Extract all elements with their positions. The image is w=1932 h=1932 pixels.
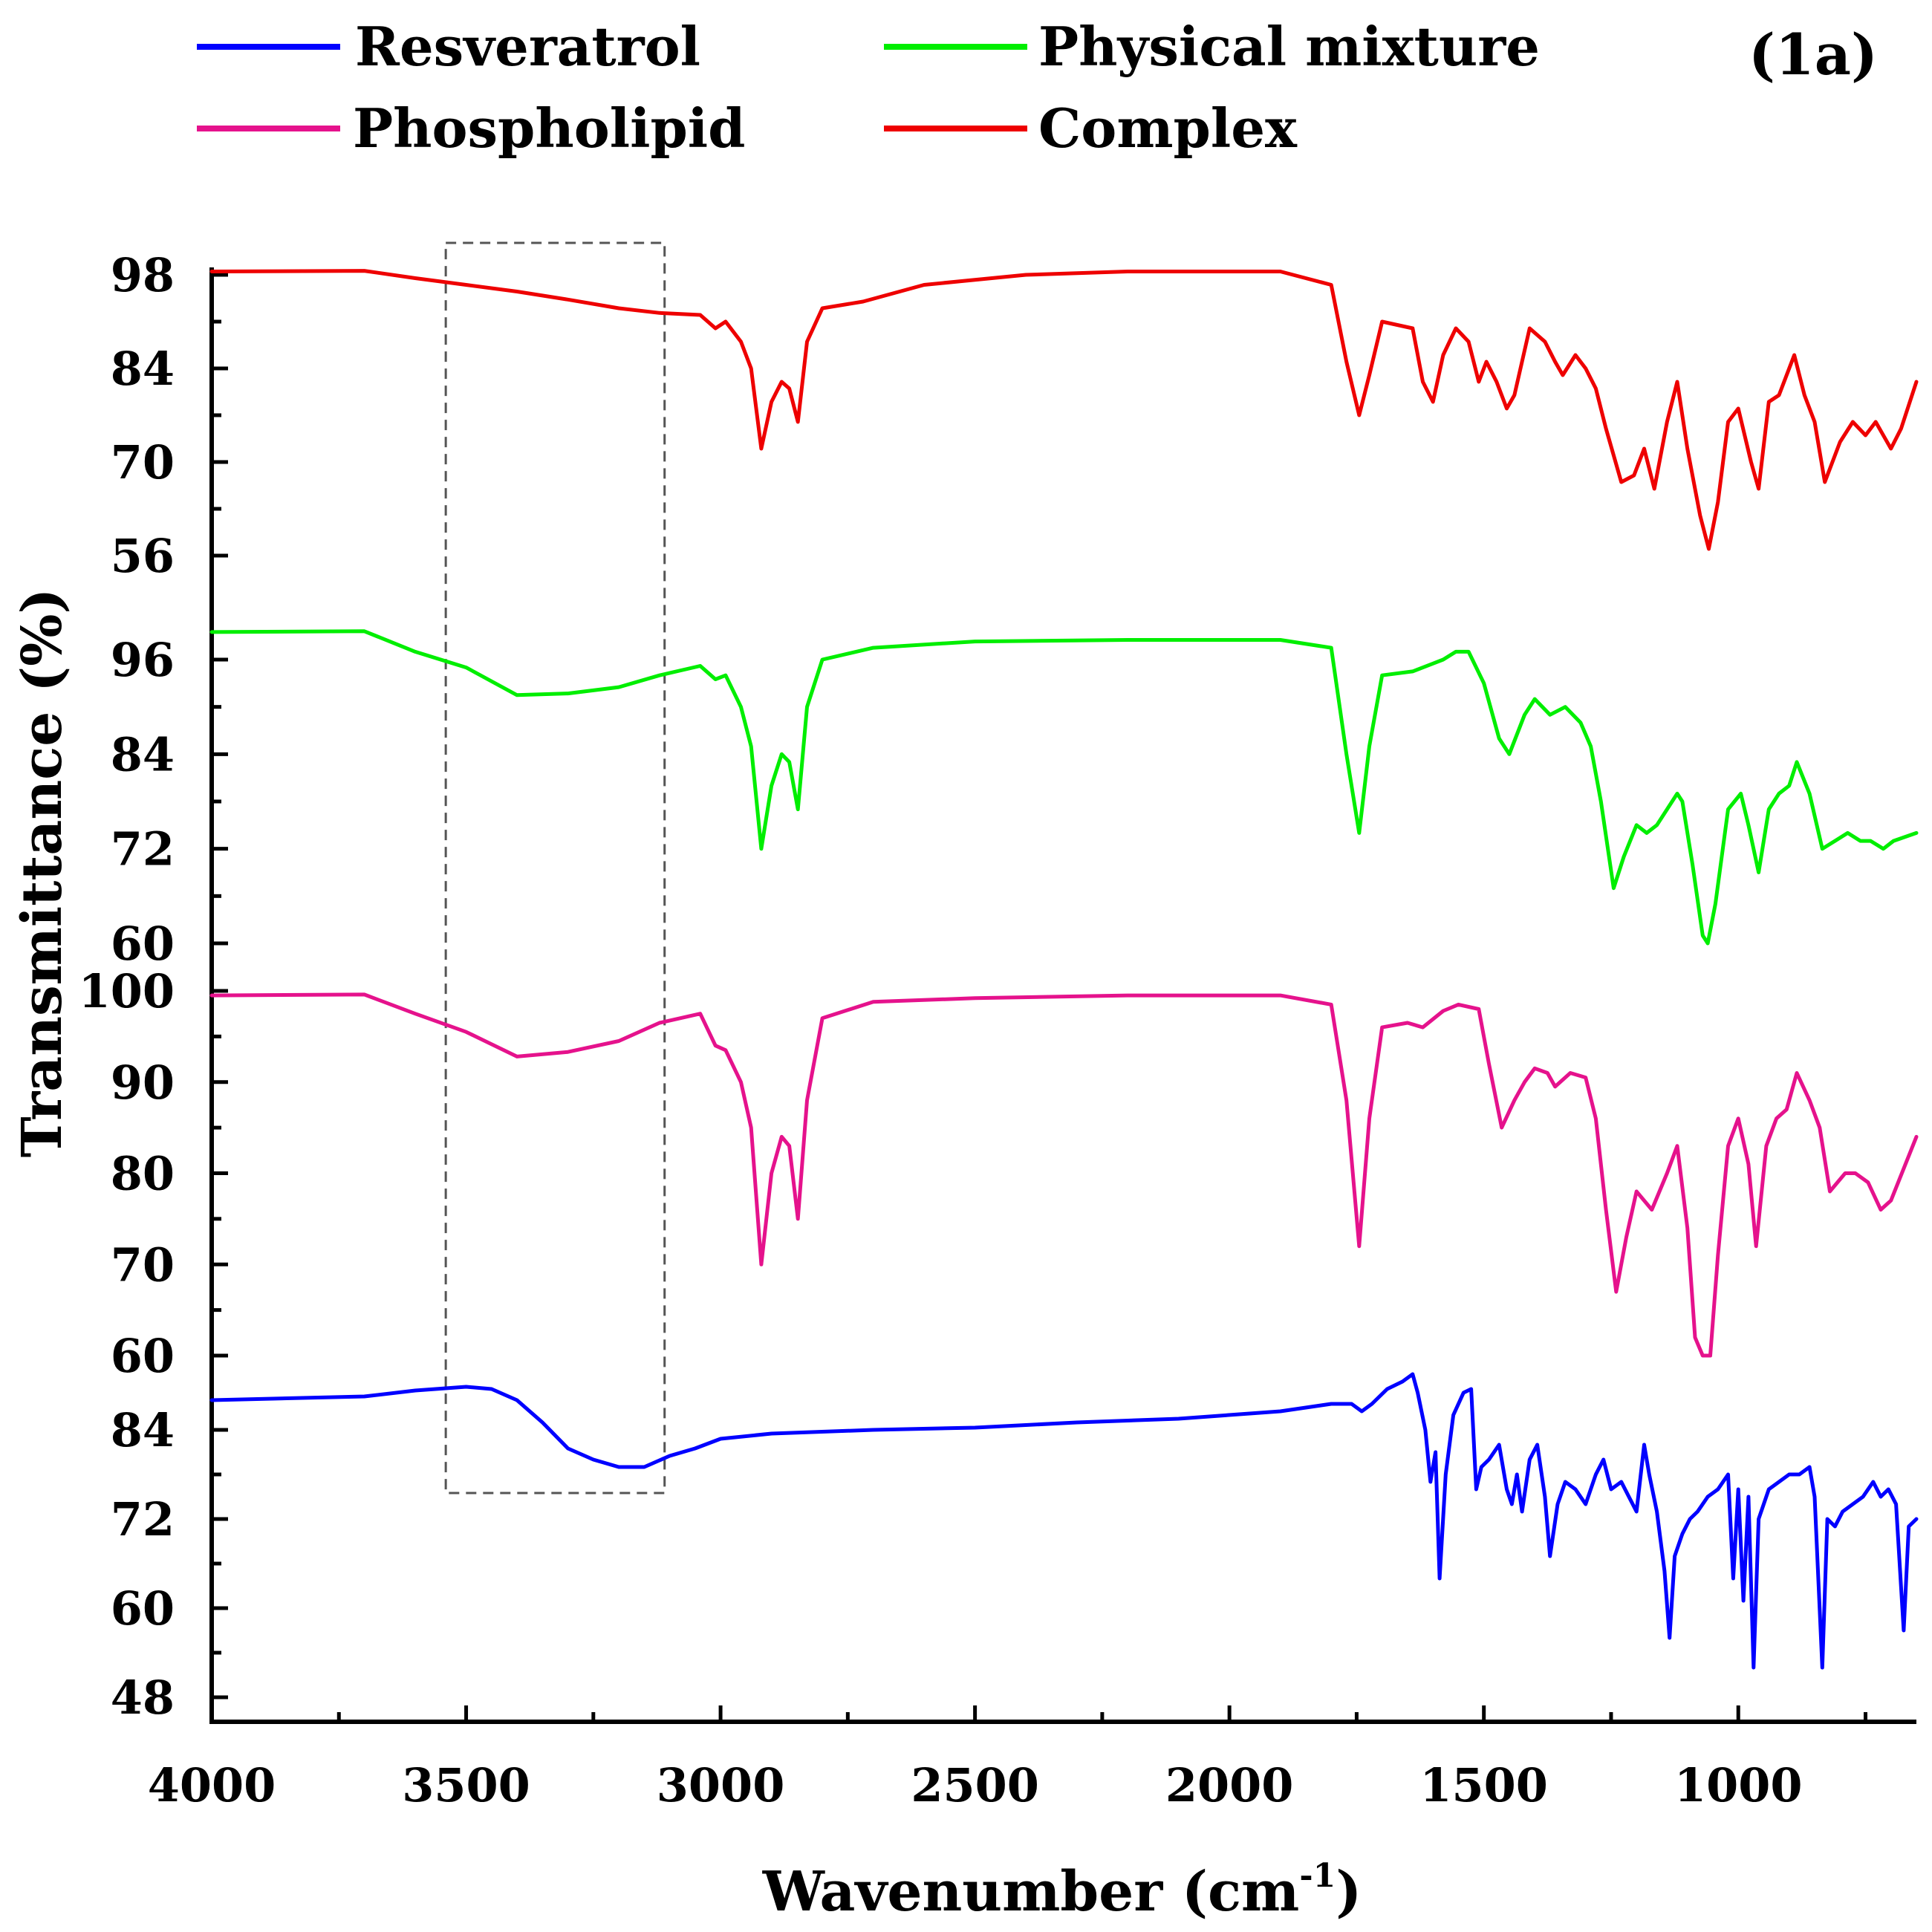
series-line-complex [209, 269, 1919, 551]
y-tick-label-resveratrol: 72 [111, 1492, 175, 1546]
x-axis-title-close: ) [1336, 1860, 1362, 1924]
y-tick-label-resveratrol: 84 [111, 1403, 175, 1457]
x-axis-title-superscript: -1 [1299, 1857, 1336, 1895]
y-tick-label-complex: 56 [111, 529, 175, 583]
y-tick-label-complex: 98 [111, 248, 175, 302]
panel-label: (1a) [1749, 22, 1878, 88]
y-tick-label-physical-mixture: 60 [111, 917, 175, 971]
x-tick-label: 4000 [148, 1758, 276, 1812]
series-line-physical-mixture [209, 629, 1919, 946]
series-line-phospholipid [209, 992, 1919, 1358]
legend-label-complex: Complex [1038, 97, 1298, 160]
x-axis-title: Wavenumber (cm-1) [762, 1857, 1362, 1924]
highlight-region-box [444, 241, 666, 1494]
legend-label-resveratrol: Resveratrol [355, 15, 700, 78]
y-tick-label-phospholipid: 100 [79, 964, 175, 1018]
y-axis-title: Transmittance (%) [10, 588, 74, 1158]
y-tick-label-physical-mixture: 72 [111, 822, 175, 876]
y-tick-label-phospholipid: 60 [111, 1329, 175, 1383]
y-tick-label-complex: 84 [111, 342, 175, 396]
x-tick-label: 1000 [1674, 1758, 1803, 1812]
x-tick-label: 3500 [402, 1758, 530, 1812]
y-tick-label-phospholipid: 90 [111, 1056, 175, 1110]
y-tick-label-resveratrol: 60 [111, 1581, 175, 1636]
y-tick-label-complex: 70 [111, 435, 175, 489]
y-tick-label-phospholipid: 70 [111, 1237, 175, 1292]
x-tick-label: 2000 [1165, 1758, 1294, 1812]
legend: Resveratrol Physical mixture Phospholipi… [197, 15, 1540, 160]
y-tick-label-phospholipid: 80 [111, 1147, 175, 1201]
legend-label-physical-mixture: Physical mixture [1038, 15, 1540, 78]
y-tick-label-physical-mixture: 96 [111, 633, 175, 687]
x-tick-label: 2500 [911, 1758, 1039, 1812]
x-tick-label: 3000 [657, 1758, 785, 1812]
series-line-resveratrol [209, 1372, 1919, 1670]
y-tick-label-resveratrol: 48 [111, 1671, 175, 1725]
y-tick-label-physical-mixture: 84 [111, 727, 175, 781]
x-tick-label: 1500 [1419, 1758, 1548, 1812]
legend-label-phospholipid: Phospholipid [353, 97, 746, 160]
x-axis-title-main: Wavenumber (cm [762, 1860, 1300, 1924]
